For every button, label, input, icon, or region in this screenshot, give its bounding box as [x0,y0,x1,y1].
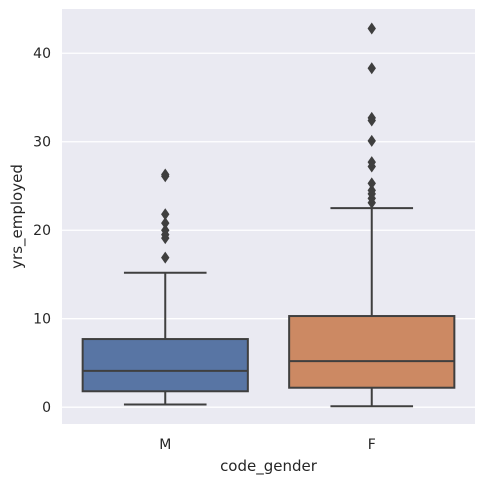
box-iqr [83,339,248,391]
y-axis-label: yrs_employed [8,164,27,269]
x-tick-label: F [368,437,376,453]
y-tick-label: 20 [33,223,51,239]
box-iqr [289,316,454,388]
y-axis-ticks: 0 10 20 30 40 [33,46,51,416]
x-tick-label: M [159,437,171,453]
y-tick-label: 40 [33,46,51,62]
y-tick-label: 30 [33,135,51,151]
x-axis-label: code_gender [220,457,318,476]
y-tick-label: 10 [33,312,51,328]
y-tick-label: 0 [42,400,51,416]
